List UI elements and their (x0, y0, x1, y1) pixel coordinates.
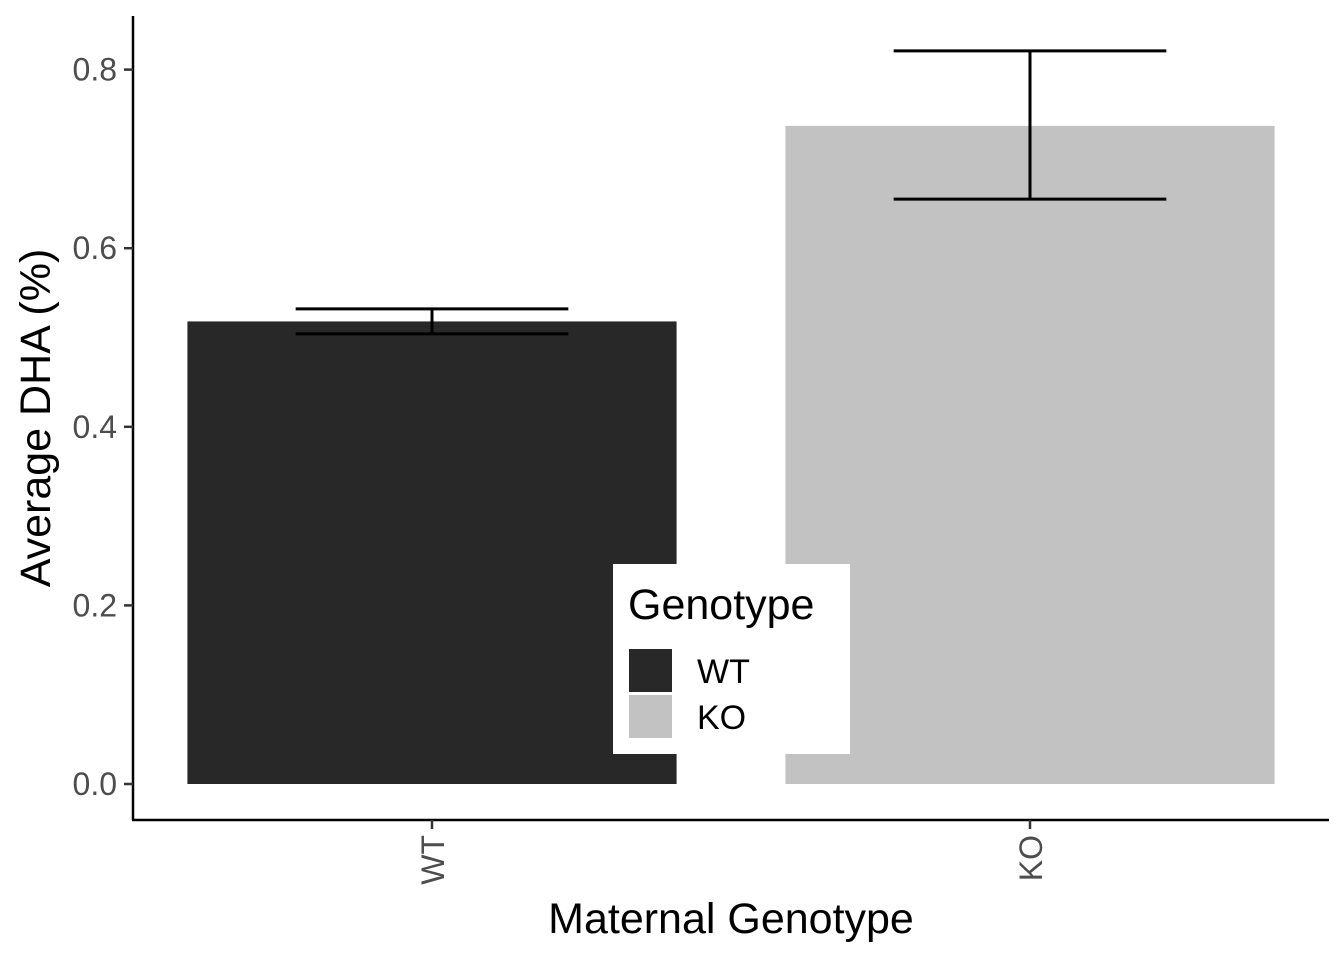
x-axis-title: Maternal Genotype (548, 895, 914, 943)
x-tick-label-wt: WT (415, 835, 451, 885)
legend-key-wt (629, 649, 672, 692)
legend-label-wt: WT (697, 653, 750, 691)
x-ticks-layer: WT KO (415, 820, 1049, 885)
legend-key-ko (629, 695, 672, 738)
y-tick-label: 0.6 (73, 230, 117, 266)
bars-layer (187, 125, 1275, 784)
bar-wt (187, 321, 677, 784)
y-tick-label: 0.2 (73, 587, 117, 623)
legend-label-ko: KO (697, 699, 746, 737)
y-ticks-layer: 0.0 0.2 0.4 0.6 0.8 (73, 52, 133, 802)
legend: Genotype WT KO (613, 564, 850, 754)
y-axis-title: Average DHA (%) (12, 249, 60, 588)
x-tick-label-ko: KO (1013, 835, 1049, 881)
axes-layer (131, 16, 1329, 822)
y-tick-label: 0.4 (73, 409, 117, 445)
error-bars-layer (295, 49, 1167, 336)
legend-title: Genotype (628, 581, 814, 629)
y-tick-label: 0.8 (73, 52, 117, 88)
y-tick-label: 0.0 (73, 766, 117, 802)
bar-ko (785, 125, 1275, 784)
legend-entries: WT KO (629, 649, 750, 738)
